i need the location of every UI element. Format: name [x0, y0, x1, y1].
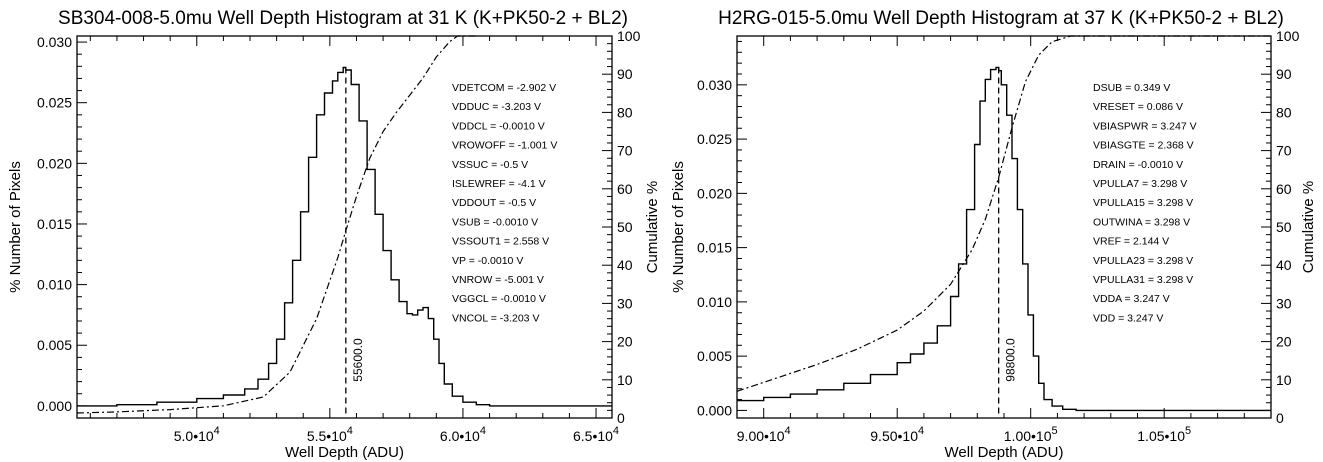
- y-tick-label: 0.020: [697, 185, 732, 201]
- chart-title: SB304-008-5.0mu Well Depth Histogram at …: [58, 8, 628, 29]
- y2-tick-label: 0: [1276, 410, 1284, 426]
- y2-tick-label: 30: [617, 295, 633, 311]
- bias-annotation: ISLEWREF = -4.1 V: [452, 178, 546, 190]
- x-tick-label: 5.5•104: [307, 425, 353, 444]
- y2-axis-label: Cumulative %: [644, 181, 661, 274]
- cumulative-series: [76, 35, 477, 414]
- bias-annotation: VDDA = 3.247 V: [1093, 293, 1170, 305]
- cumulative-series: [736, 35, 1271, 392]
- bias-annotation: VPULLA15 = 3.298 V: [1093, 197, 1193, 209]
- y2-tick-label: 0: [617, 410, 625, 426]
- chart-panel-1: SB304-008-5.0mu Well Depth Histogram at …: [7, 8, 661, 461]
- median-label: 55600.0: [351, 338, 365, 382]
- y2-tick-label: 80: [617, 104, 633, 120]
- x-axis-label: Well Depth (ADU): [945, 444, 1064, 461]
- x-tick-label: 6.5•104: [573, 425, 619, 444]
- y2-tick-label: 30: [1276, 295, 1292, 311]
- x-tick-label: 5.0•104: [174, 425, 220, 444]
- bias-annotation: DRAIN = -0.0010 V: [1093, 159, 1183, 171]
- chart-title: H2RG-015-5.0mu Well Depth Histogram at 3…: [718, 8, 1284, 29]
- y-axis-label: % Number of Pixels: [670, 161, 687, 293]
- bias-annotation: VDDCL = -0.0010 V: [452, 120, 545, 132]
- bias-annotation: VRESET = 0.086 V: [1093, 101, 1183, 113]
- y2-tick-label: 20: [617, 334, 633, 350]
- bias-annotation: VP = -0.0010 V: [452, 255, 523, 267]
- histogram-series: [77, 66, 612, 407]
- y2-tick-label: 20: [1276, 334, 1292, 350]
- x-tick-label: 6.0•104: [440, 425, 486, 444]
- bias-annotation: VGGCL = -0.0010 V: [452, 293, 546, 305]
- y2-tick-label: 10: [1276, 372, 1292, 388]
- y-tick-label: 0.005: [697, 348, 732, 364]
- bias-annotation: VPULLA7 = 3.298 V: [1093, 178, 1187, 190]
- bias-annotation: VPULLA31 = 3.298 V: [1093, 274, 1193, 286]
- y2-tick-label: 40: [617, 257, 633, 273]
- y2-tick-label: 100: [1276, 28, 1300, 44]
- y2-tick-label: 80: [1276, 104, 1292, 120]
- bias-annotation: VDDOUT = -0.5 V: [452, 197, 536, 209]
- y-tick-label: 0.030: [697, 77, 732, 93]
- x-tick-label: 1.00•105: [1004, 425, 1058, 444]
- y-tick-label: 0.000: [37, 398, 72, 414]
- bias-annotation: DSUB = 0.349 V: [1093, 82, 1170, 94]
- y-tick-label: 0.030: [37, 34, 72, 50]
- y-tick-label: 0.025: [697, 131, 732, 147]
- median-label: 98800.0: [1004, 338, 1018, 382]
- histogram-series: [737, 66, 1271, 412]
- x-tick-label: 1.05•105: [1137, 425, 1191, 444]
- y-tick-label: 0.010: [697, 294, 732, 310]
- y2-tick-label: 70: [1276, 143, 1292, 159]
- bias-annotation: VNROW = -5.001 V: [452, 274, 544, 286]
- bias-annotation: VBIASGTE = 2.368 V: [1093, 140, 1194, 152]
- y-tick-label: 0.015: [697, 240, 732, 256]
- y2-tick-label: 40: [1276, 257, 1292, 273]
- bias-annotation: VREF = 2.144 V: [1093, 236, 1169, 248]
- y-axis-label: % Number of Pixels: [7, 161, 24, 293]
- y2-tick-label: 50: [617, 219, 633, 235]
- y2-tick-label: 90: [617, 66, 633, 82]
- bias-annotation: VDETCOM = -2.902 V: [452, 82, 556, 94]
- y2-axis-label: Cumulative %: [1300, 181, 1317, 274]
- bias-annotation: VROWOFF = -1.001 V: [452, 140, 557, 152]
- y-tick-label: 0.000: [697, 402, 732, 418]
- y2-tick-label: 10: [617, 372, 633, 388]
- bias-annotation: VNCOL = -3.203 V: [452, 312, 539, 324]
- bias-annotation: VSSOUT1 = 2.558 V: [452, 236, 549, 248]
- bias-annotation: VBIASPWR = 3.247 V: [1093, 120, 1197, 132]
- x-tick-label: 9.00•104: [737, 425, 791, 444]
- x-axis-label: Well Depth (ADU): [285, 444, 404, 461]
- y2-tick-label: 70: [617, 143, 633, 159]
- y2-tick-label: 90: [1276, 66, 1292, 82]
- bias-annotation: OUTWINA = 3.298 V: [1093, 216, 1190, 228]
- chart-panel-2: H2RG-015-5.0mu Well Depth Histogram at 3…: [670, 8, 1317, 461]
- bias-annotation: VDDUC = -3.203 V: [452, 101, 541, 113]
- bias-annotation: VDD = 3.247 V: [1093, 312, 1163, 324]
- y-tick-label: 0.015: [37, 216, 72, 232]
- x-tick-label: 9.50•104: [870, 425, 924, 444]
- y2-tick-label: 100: [617, 28, 641, 44]
- bias-annotation: VPULLA23 = 3.298 V: [1093, 255, 1193, 267]
- bias-annotation: VSSUC = -0.5 V: [452, 159, 528, 171]
- y-tick-label: 0.005: [37, 337, 72, 353]
- bias-annotation: VSUB = -0.0010 V: [452, 216, 538, 228]
- y2-tick-label: 60: [1276, 181, 1292, 197]
- y-tick-label: 0.025: [37, 95, 72, 111]
- y-tick-label: 0.020: [37, 155, 72, 171]
- y2-tick-label: 60: [617, 181, 633, 197]
- y-tick-label: 0.010: [37, 277, 72, 293]
- y2-tick-label: 50: [1276, 219, 1292, 235]
